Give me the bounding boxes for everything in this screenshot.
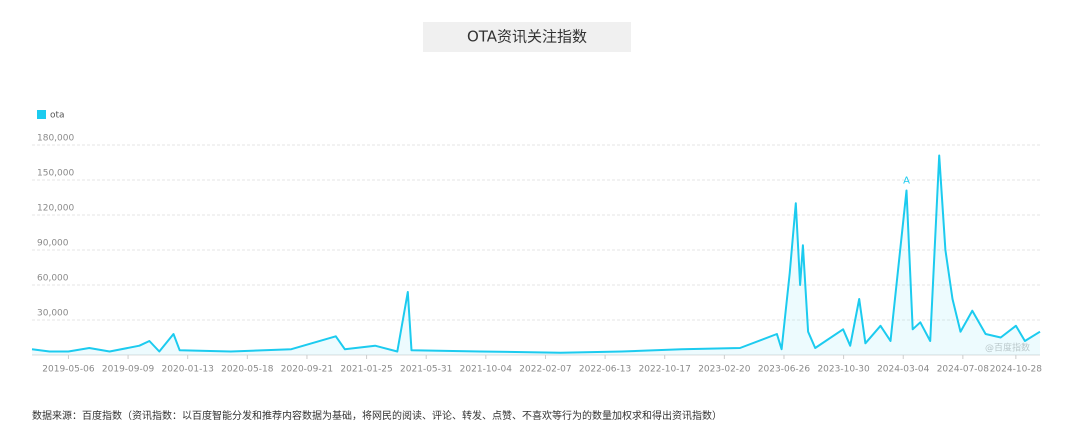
annotation: A <box>903 176 910 187</box>
chart-title: OTA资讯关注指数 <box>467 28 587 46</box>
y-tick-label: 120,000 <box>37 204 74 214</box>
line <box>31 154 1041 354</box>
area <box>32 155 1040 355</box>
watermark: @百度指数 <box>985 342 1030 354</box>
x-tick-label: 2023-02-20 <box>698 365 751 375</box>
legend-swatch <box>37 110 46 119</box>
x-tick-label: 2024-10-28 <box>990 365 1043 375</box>
x-tick-label: 2021-10-04 <box>460 365 513 375</box>
x-tick-label: 2024-07-08 <box>937 365 990 375</box>
y-tick-label: 150,000 <box>37 169 74 179</box>
y-tick-label: 90,000 <box>37 239 69 249</box>
y-tick-label: 180,000 <box>37 134 74 144</box>
x-tick-label: 2019-05-06 <box>42 365 95 375</box>
x-tick-label: 2023-06-26 <box>758 365 811 375</box>
y-tick-label: 30,000 <box>37 309 69 319</box>
x-tick-label: 2020-09-21 <box>281 365 333 375</box>
x-tick-label: 2022-02-07 <box>519 365 571 375</box>
y-tick-label: 60,000 <box>37 274 69 284</box>
x-tick-label: 2020-01-13 <box>162 365 214 375</box>
x-tick-label: 2020-05-18 <box>221 365 274 375</box>
x-tick-label: 2024-03-04 <box>877 365 930 375</box>
x-tick-label: 2021-05-31 <box>400 365 452 375</box>
source-note: 数据来源：百度指数（资讯指数：以百度智能分发和推荐内容数据为基础，将网民的阅读、… <box>32 409 722 422</box>
x-tick-label: 2023-10-30 <box>817 365 870 375</box>
x-tick-label: 2022-06-13 <box>579 365 631 375</box>
x-tick-label: 2019-09-09 <box>102 365 155 375</box>
legend-label: ota <box>50 111 65 121</box>
title-box <box>423 22 631 52</box>
x-tick-label: 2021-01-25 <box>340 365 392 375</box>
x-tick-label: 2022-10-17 <box>639 365 691 375</box>
